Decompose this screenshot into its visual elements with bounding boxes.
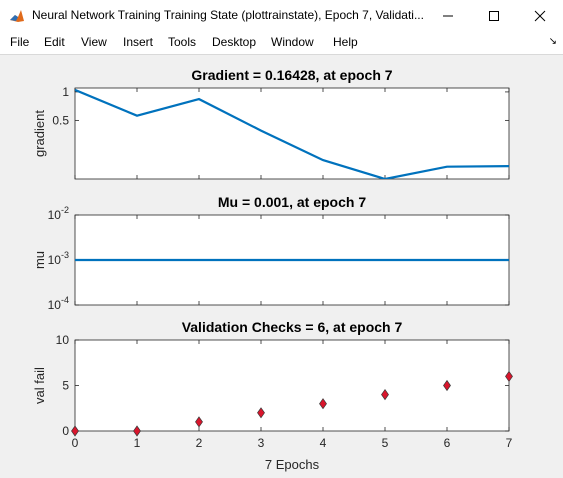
minimize-icon [443, 15, 453, 16]
window-titlebar: Neural Network Training Training State (… [0, 0, 563, 32]
data-point [257, 407, 265, 419]
y-tick-label: 10-3 [48, 250, 69, 267]
y-tick-label-base: 10 [48, 253, 62, 267]
figure-canvas: Gradient = 0.16428, at epoch 7 gradient 0.… [32, 67, 513, 472]
close-button[interactable] [517, 0, 563, 31]
subplot-3: Validation Checks = 6, at epoch 7 val fai… [32, 319, 513, 472]
x-axis-label: 7 Epochs [265, 457, 320, 472]
x-tick-label: 5 [382, 436, 389, 450]
y-axis-label: gradient [32, 110, 47, 157]
y-tick-label: 1 [62, 85, 69, 99]
x-tick-label: 2 [196, 436, 203, 450]
subplot-title: Mu = 0.001, at epoch 7 [218, 194, 366, 210]
menu-bar: File Edit View Insert Tools Desktop Wind… [0, 31, 563, 55]
y-tick-label: 5 [62, 379, 69, 393]
data-point [71, 425, 79, 437]
x-tick-label: 0 [72, 436, 79, 450]
x-tick-label: 7 [506, 436, 513, 450]
menu-view[interactable]: View [81, 35, 107, 49]
y-tick-label: 10-4 [48, 295, 69, 312]
data-point [319, 398, 327, 410]
series-line [75, 88, 509, 179]
subplot-1: Gradient = 0.16428, at epoch 7 gradient 0.… [32, 67, 510, 180]
maximize-icon [489, 10, 499, 21]
y-tick-label: 10-2 [48, 205, 69, 222]
y-tick-label: 0 [62, 424, 69, 438]
y-axis-label: val fail [32, 367, 47, 404]
axes-box [74, 339, 510, 432]
close-icon [534, 10, 546, 21]
y-tick-label-base: 10 [48, 208, 62, 222]
menu-edit[interactable]: Edit [44, 35, 65, 49]
menu-tools[interactable]: Tools [168, 35, 197, 49]
x-tick-label: 6 [444, 436, 451, 450]
menu-insert[interactable]: Insert [123, 35, 154, 49]
y-tick-label-exponent: -2 [61, 205, 69, 215]
y-axis-label: mu [32, 251, 47, 269]
axes-box [74, 87, 510, 180]
menu-desktop[interactable]: Desktop [212, 35, 257, 49]
y-tick-label-exponent: -4 [61, 295, 69, 305]
data-point [195, 416, 203, 428]
data-point [443, 379, 451, 392]
y-tick-label: 0.5 [52, 113, 69, 127]
x-tick-label: 4 [320, 436, 327, 450]
matlab-icon [9, 8, 25, 24]
window-title: Neural Network Training Training State (… [32, 8, 424, 22]
menu-file[interactable]: File [10, 35, 30, 49]
data-point [505, 370, 513, 383]
subplot-title: Validation Checks = 6, at epoch 7 [182, 319, 403, 335]
x-tick-label: 3 [258, 436, 265, 450]
data-point [381, 388, 389, 401]
maximize-button[interactable] [471, 0, 517, 31]
x-tick-label: 1 [134, 436, 141, 450]
y-tick-label-exponent: -3 [61, 250, 69, 260]
dock-arrow-icon[interactable]: ↘ [548, 36, 557, 47]
y-tick-label: 10 [56, 333, 70, 347]
data-point [133, 425, 141, 437]
menu-window[interactable]: Window [271, 35, 314, 49]
subplot-title: Gradient = 0.16428, at epoch 7 [191, 67, 392, 83]
y-tick-label-base: 10 [48, 298, 62, 312]
menu-help[interactable]: Help [333, 35, 358, 49]
minimize-button[interactable] [425, 0, 471, 31]
